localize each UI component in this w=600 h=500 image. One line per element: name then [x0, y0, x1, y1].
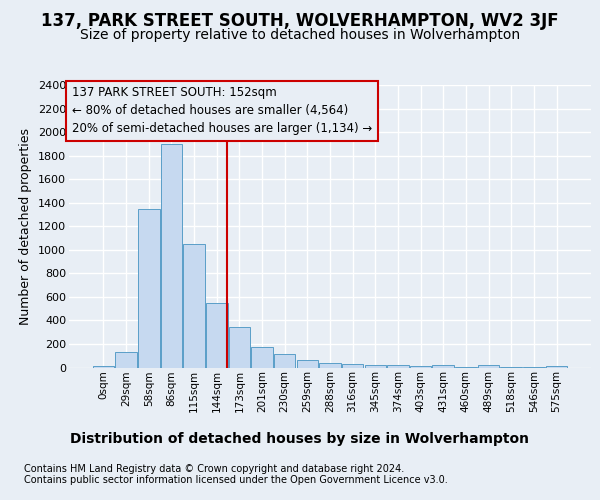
Text: 137, PARK STREET SOUTH, WOLVERHAMPTON, WV2 3JF: 137, PARK STREET SOUTH, WOLVERHAMPTON, W… — [41, 12, 559, 30]
Bar — [478, 366, 499, 368]
Y-axis label: Number of detached properties: Number of detached properties — [19, 128, 32, 325]
Bar — [161, 144, 182, 368]
Bar — [138, 208, 160, 368]
Bar — [433, 365, 454, 368]
Bar — [184, 244, 205, 368]
Bar — [342, 364, 364, 368]
Bar — [410, 366, 431, 368]
Bar — [251, 347, 273, 368]
Text: Size of property relative to detached houses in Wolverhampton: Size of property relative to detached ho… — [80, 28, 520, 42]
Bar — [93, 366, 114, 368]
Bar — [115, 352, 137, 368]
Bar — [274, 354, 295, 368]
Bar — [546, 366, 567, 368]
Bar — [387, 365, 409, 368]
Bar — [319, 363, 341, 368]
Text: Contains public sector information licensed under the Open Government Licence v3: Contains public sector information licen… — [24, 475, 448, 485]
Text: Contains HM Land Registry data © Crown copyright and database right 2024.: Contains HM Land Registry data © Crown c… — [24, 464, 404, 474]
Bar — [206, 303, 227, 368]
Bar — [296, 360, 318, 368]
Text: 137 PARK STREET SOUTH: 152sqm
← 80% of detached houses are smaller (4,564)
20% o: 137 PARK STREET SOUTH: 152sqm ← 80% of d… — [71, 86, 372, 136]
Bar — [365, 364, 386, 368]
Bar — [229, 328, 250, 368]
Text: Distribution of detached houses by size in Wolverhampton: Distribution of detached houses by size … — [71, 432, 530, 446]
